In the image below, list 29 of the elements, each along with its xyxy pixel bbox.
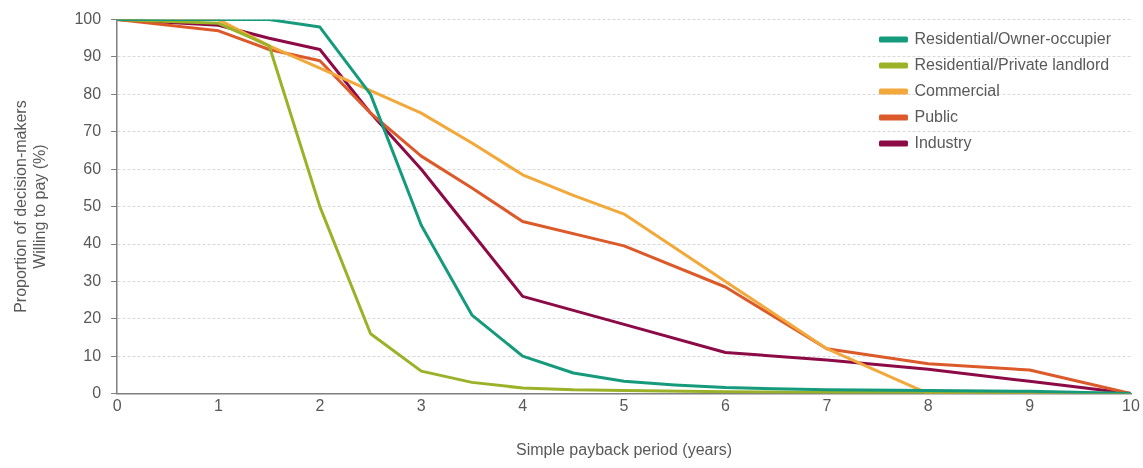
legend-label: Residential/Private landlord [914,56,1110,74]
legend-label: Public [914,108,959,126]
y-tick-label: 60 [83,159,102,177]
x-tick-label: 2 [315,396,325,414]
y-tick-label: 50 [83,197,102,215]
y-tick-label: 0 [92,384,102,402]
x-tick-label: 0 [112,396,122,414]
x-tick-label: 3 [416,396,426,414]
y-tick-label: 10 [83,346,102,364]
x-tick-label: 10 [1122,396,1140,414]
y-tick-label: 70 [83,122,102,140]
x-tick-label: 7 [822,396,832,414]
y-tick-label: 80 [83,84,102,102]
x-tick-label: 1 [214,396,224,414]
y-axis-title: Proportion of decision-makers Willing to pay (%) [12,100,49,313]
y-tick-label: 30 [83,271,102,289]
x-tick-label: 9 [1025,396,1035,414]
y-tick-label: 20 [83,309,102,327]
x-tick-label: 4 [518,396,528,414]
x-tick-label: 6 [720,396,730,414]
legend-label: Industry [914,134,972,152]
x-axis-title: Simple payback period (years) [516,440,733,458]
y-tick-label: 90 [83,47,102,65]
legend-label: Commercial [914,82,1000,100]
y-tick-label: 100 [74,10,102,28]
x-tick-label: 5 [619,396,629,414]
y-tick-label: 40 [83,234,102,252]
x-tick-label: 8 [923,396,933,414]
legend-label: Residential/Owner-occupier [914,30,1112,48]
